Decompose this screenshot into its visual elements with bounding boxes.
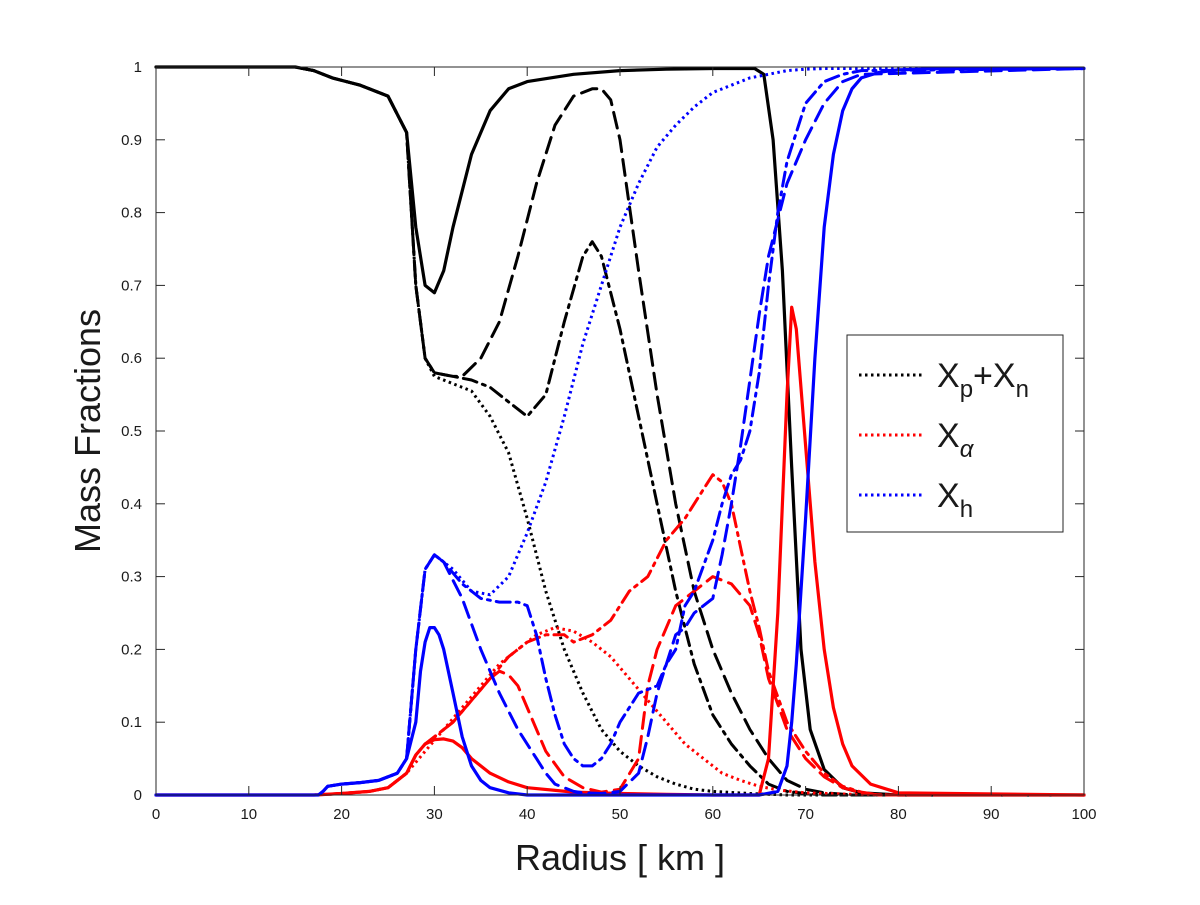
legend-label-1: Xp+Xn [937, 357, 1029, 403]
series-line-3 [154, 65, 1086, 797]
x-tick-label: 40 [519, 806, 536, 823]
series-layer [154, 65, 1086, 797]
x-tick-label: 60 [704, 806, 721, 823]
series-line-6 [154, 575, 1086, 797]
y-tick-label: 0.3 [121, 569, 142, 586]
legend-main: X [937, 417, 960, 455]
legend-main: X [937, 357, 960, 395]
tick-layer: 0 10 20 30 40 50 60 70 80 90 100 0 0.1 0.2 0.3 0.4 0.5 0.… [121, 59, 1096, 823]
x-tick-label: 90 [983, 806, 1000, 823]
y-tick-label: 0.8 [121, 205, 142, 222]
y-tick-label: 0.4 [121, 496, 142, 513]
series-line-11 [154, 67, 1086, 797]
x-tick-label: 30 [426, 806, 443, 823]
y-axis-title: Mass Fractions [67, 309, 108, 553]
y-tick-label: 1 [134, 59, 142, 76]
y-tick-label: 0.7 [121, 277, 142, 294]
legend-sub1: p [960, 376, 973, 403]
y-tick-label: 0 [134, 787, 142, 804]
legend-main: X [937, 477, 960, 515]
x-tick-label: 20 [333, 806, 350, 823]
series-line-4 [156, 65, 1084, 797]
x-tick-label: 0 [152, 806, 160, 823]
series-line-7 [154, 473, 1086, 797]
legend-mid: +X [973, 357, 1016, 395]
series-line-8 [156, 626, 1084, 797]
series-line-12 [156, 67, 1084, 797]
legend-label-3: Xh [937, 477, 973, 523]
y-tick-label: 0.2 [121, 641, 142, 658]
legend-sub1: h [960, 496, 973, 523]
y-tick-label: 0.1 [121, 714, 142, 731]
legend-sub1: α [960, 436, 975, 463]
x-tick-label: 80 [890, 806, 907, 823]
x-axis-title: Radius [ km ] [515, 837, 725, 878]
x-tick-label: 10 [240, 806, 257, 823]
x-tick-label: 100 [1071, 806, 1096, 823]
y-tick-label: 0.6 [121, 350, 142, 367]
y-tick-label: 0.9 [121, 132, 142, 149]
x-tick-label: 70 [797, 806, 814, 823]
legend-sub2: n [1016, 376, 1029, 403]
legend-label-2: Xα [937, 417, 975, 463]
y-tick-label: 0.5 [121, 423, 142, 440]
x-tick-label: 50 [612, 806, 629, 823]
